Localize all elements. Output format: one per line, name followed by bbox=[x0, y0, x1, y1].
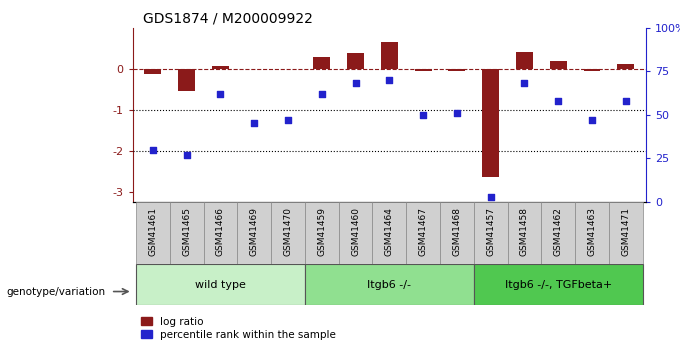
Bar bbox=[305, 202, 339, 264]
Text: GSM41457: GSM41457 bbox=[486, 207, 495, 256]
Point bbox=[384, 77, 394, 83]
Bar bbox=[617, 64, 634, 69]
Bar bbox=[347, 53, 364, 69]
Point bbox=[215, 91, 226, 97]
Bar bbox=[474, 202, 507, 264]
Bar bbox=[516, 52, 533, 69]
Text: GSM41463: GSM41463 bbox=[588, 207, 596, 256]
Point bbox=[519, 81, 530, 86]
Bar bbox=[575, 202, 609, 264]
Point bbox=[316, 91, 327, 97]
Bar bbox=[136, 264, 305, 305]
Point bbox=[452, 110, 462, 116]
Text: GSM41471: GSM41471 bbox=[622, 207, 630, 256]
Point bbox=[350, 81, 361, 86]
Text: GSM41458: GSM41458 bbox=[520, 207, 529, 256]
Text: GSM41465: GSM41465 bbox=[182, 207, 191, 256]
Bar bbox=[474, 264, 643, 305]
Bar bbox=[237, 202, 271, 264]
Bar bbox=[415, 69, 432, 71]
Point bbox=[148, 147, 158, 152]
Text: Itgb6 -/-: Itgb6 -/- bbox=[367, 280, 411, 289]
Bar bbox=[170, 202, 203, 264]
Point bbox=[587, 117, 598, 123]
Bar bbox=[482, 69, 499, 177]
Point bbox=[553, 98, 564, 104]
Text: GSM41468: GSM41468 bbox=[452, 207, 461, 256]
Text: GSM41467: GSM41467 bbox=[419, 207, 428, 256]
Text: GSM41460: GSM41460 bbox=[351, 207, 360, 256]
Legend: log ratio, percentile rank within the sample: log ratio, percentile rank within the sa… bbox=[141, 317, 336, 340]
Bar bbox=[178, 69, 195, 91]
Text: GSM41470: GSM41470 bbox=[284, 207, 292, 256]
Bar bbox=[549, 61, 566, 69]
Bar bbox=[203, 202, 237, 264]
Text: GSM41469: GSM41469 bbox=[250, 207, 258, 256]
Bar bbox=[136, 202, 170, 264]
Bar bbox=[212, 66, 229, 69]
Bar bbox=[144, 69, 161, 73]
Bar bbox=[406, 202, 440, 264]
Point bbox=[181, 152, 192, 158]
Bar bbox=[609, 202, 643, 264]
Text: genotype/variation: genotype/variation bbox=[7, 287, 106, 296]
Bar bbox=[271, 202, 305, 264]
Text: GSM41466: GSM41466 bbox=[216, 207, 225, 256]
Text: GSM41459: GSM41459 bbox=[318, 207, 326, 256]
Point bbox=[418, 112, 428, 118]
Text: Itgb6 -/-, TGFbeta+: Itgb6 -/-, TGFbeta+ bbox=[505, 280, 612, 289]
Bar bbox=[507, 202, 541, 264]
Bar bbox=[313, 57, 330, 69]
Text: GSM41464: GSM41464 bbox=[385, 207, 394, 256]
Bar bbox=[339, 202, 373, 264]
Bar bbox=[305, 264, 474, 305]
Text: GSM41461: GSM41461 bbox=[148, 207, 157, 256]
Bar bbox=[541, 202, 575, 264]
Point bbox=[486, 194, 496, 199]
Text: GSM41462: GSM41462 bbox=[554, 207, 562, 256]
Bar bbox=[583, 69, 600, 71]
Point bbox=[249, 121, 260, 126]
Text: wild type: wild type bbox=[195, 280, 246, 289]
Point bbox=[620, 98, 631, 104]
Bar bbox=[381, 42, 398, 69]
Bar bbox=[448, 69, 465, 71]
Bar bbox=[440, 202, 474, 264]
Point bbox=[282, 117, 293, 123]
Text: GDS1874 / M200009922: GDS1874 / M200009922 bbox=[143, 11, 313, 25]
Bar bbox=[373, 202, 406, 264]
